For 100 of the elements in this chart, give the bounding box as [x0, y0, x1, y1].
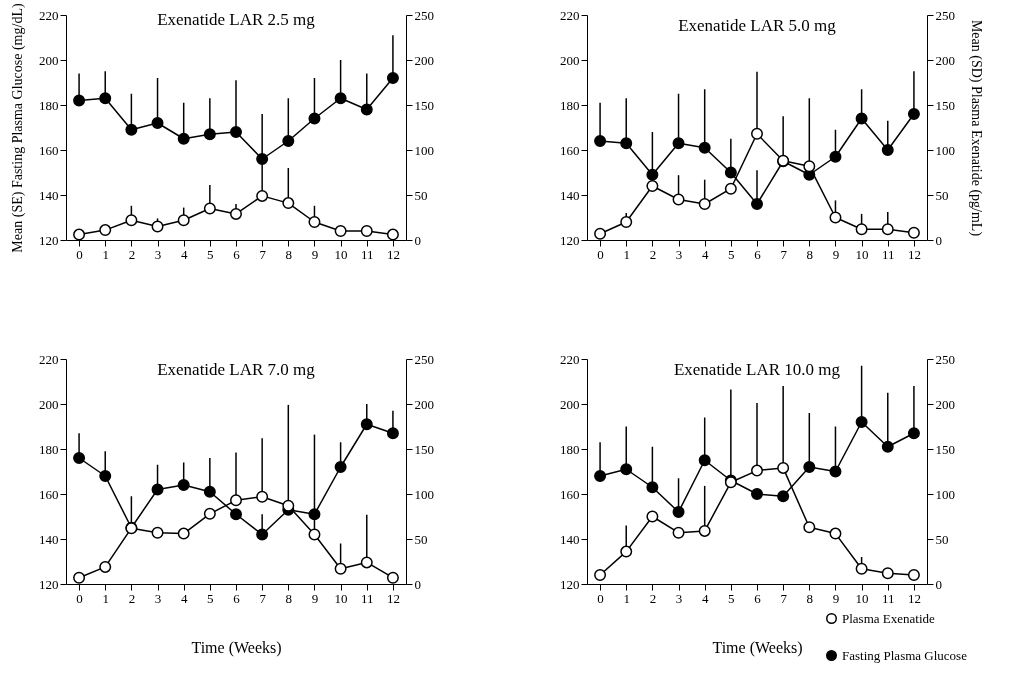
y-tick-label: 160 [560, 142, 580, 158]
y2-tick-label: 250 [414, 351, 434, 367]
y-tick-label: 160 [39, 486, 59, 502]
x-tick-label: 9 [311, 590, 319, 606]
x-tick-label: 5 [207, 590, 214, 606]
y2-tick-label: 100 [414, 486, 434, 502]
y-tick-label: 220 [39, 351, 59, 367]
x-tick-label: 11 [361, 246, 374, 262]
y2-axis-title: Mean (SD) Plasma Exenatide (pg/mL) [968, 19, 984, 237]
x-tick-label: 6 [754, 590, 762, 606]
y-tick-label: 200 [560, 396, 580, 412]
x-tick-label: 6 [233, 246, 241, 262]
x-tick-label: 12 [907, 246, 921, 262]
x-tick-label: 6 [754, 246, 762, 262]
y-tick-label: 200 [560, 52, 580, 68]
x-tick-label: 7 [259, 590, 267, 606]
x-tick-label: 3 [154, 590, 162, 606]
chart-title: Exenatide LAR 5.0 mg [678, 16, 837, 35]
x-tick-label: 9 [311, 246, 319, 262]
x-tick-label: 8 [806, 246, 814, 262]
y2-tick-label: 0 [414, 232, 421, 248]
x-tick-label: 2 [128, 246, 136, 262]
x-axis-title: Time (Weeks) [712, 638, 803, 657]
x-tick-label: 2 [649, 590, 657, 606]
x-tick-label: 1 [623, 590, 630, 606]
x-tick-label: 10 [855, 246, 869, 262]
x-tick-label: 4 [180, 246, 188, 262]
x-tick-label: 8 [285, 590, 293, 606]
y-tick-label: 180 [560, 441, 580, 457]
chart-title: Exenatide LAR 7.0 mg [157, 360, 316, 379]
y2-tick-label: 200 [935, 396, 955, 412]
y-tick-label: 140 [39, 531, 59, 547]
x-tick-label: 8 [806, 590, 814, 606]
x-tick-label: 4 [701, 246, 709, 262]
y-tick-label: 220 [560, 351, 580, 367]
x-tick-label: 3 [675, 246, 683, 262]
y-tick-label: 140 [560, 187, 580, 203]
y2-tick-label: 0 [414, 576, 421, 592]
chart-title: Exenatide LAR 2.5 mg [157, 9, 316, 29]
x-tick-label: 0 [76, 590, 83, 606]
y-tick-label: 200 [39, 396, 59, 412]
y2-tick-label: 250 [414, 7, 434, 23]
y2-tick-label: 250 [935, 351, 955, 367]
y2-tick-label: 0 [935, 232, 942, 248]
x-tick-label: 10 [334, 246, 348, 262]
x-tick-label: 5 [207, 246, 214, 262]
x-tick-label: 10 [855, 590, 869, 606]
x-tick-label: 9 [832, 590, 840, 606]
x-tick-label: 8 [285, 246, 293, 262]
y-tick-label: 220 [560, 7, 580, 23]
y2-tick-label: 250 [935, 7, 955, 23]
x-tick-label: 5 [728, 246, 735, 262]
x-tick-label: 12 [386, 590, 400, 606]
y-tick-label: 120 [560, 576, 580, 592]
x-tick-label: 12 [386, 246, 400, 262]
y2-tick-label: 200 [414, 52, 434, 68]
legend-label: Fasting Plasma Glucose [842, 647, 968, 663]
y-tick-label: 180 [560, 97, 580, 113]
y2-tick-label: 100 [414, 142, 434, 158]
x-tick-label: 4 [701, 590, 709, 606]
x-tick-label: 7 [780, 590, 788, 606]
x-tick-label: 12 [907, 590, 921, 606]
y2-tick-label: 50 [935, 187, 949, 203]
x-tick-label: 11 [882, 590, 895, 606]
y-tick-label: 200 [39, 52, 59, 68]
x-tick-label: 10 [334, 590, 348, 606]
y2-tick-label: 200 [414, 396, 434, 412]
y-tick-label: 180 [39, 97, 59, 113]
y-tick-label: 140 [560, 531, 580, 547]
y2-tick-label: 50 [414, 531, 428, 547]
x-tick-label: 0 [597, 590, 604, 606]
x-tick-label: 1 [102, 590, 109, 606]
legend-label: Plasma Exenatide [842, 610, 936, 626]
x-tick-label: 2 [128, 590, 136, 606]
x-tick-label: 3 [675, 590, 683, 606]
x-tick-label: 3 [154, 246, 162, 262]
x-tick-label: 1 [102, 246, 109, 262]
x-tick-label: 0 [76, 246, 83, 262]
y-tick-label: 180 [39, 441, 59, 457]
y2-tick-label: 0 [935, 576, 942, 592]
x-tick-label: 11 [361, 590, 374, 606]
y-tick-label: 160 [560, 486, 580, 502]
x-tick-label: 1 [623, 246, 630, 262]
x-tick-label: 6 [233, 590, 241, 606]
y2-tick-label: 50 [414, 187, 428, 203]
y2-tick-label: 50 [935, 531, 949, 547]
x-tick-label: 9 [832, 246, 840, 262]
x-tick-label: 0 [597, 246, 604, 262]
y2-tick-label: 150 [935, 97, 955, 113]
y2-tick-label: 200 [935, 52, 955, 68]
y-tick-label: 220 [39, 7, 59, 23]
y-tick-label: 120 [560, 232, 580, 248]
x-tick-label: 2 [649, 246, 657, 262]
y-tick-label: 160 [39, 142, 59, 158]
y2-tick-label: 150 [935, 441, 955, 457]
chart-title: Exenatide LAR 10.0 mg [673, 360, 841, 379]
x-tick-label: 11 [882, 246, 895, 262]
y-tick-label: 140 [39, 187, 59, 203]
y2-tick-label: 100 [935, 142, 955, 158]
x-tick-label: 7 [780, 246, 788, 262]
